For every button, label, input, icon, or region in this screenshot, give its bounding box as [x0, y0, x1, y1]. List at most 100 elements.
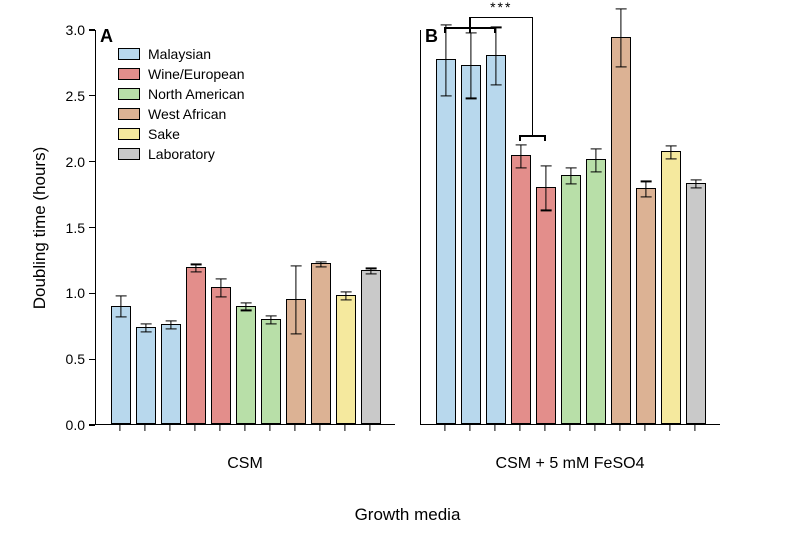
error-cap [291, 334, 302, 335]
bar [161, 324, 181, 424]
x-tick [169, 425, 170, 431]
error-cap [141, 331, 152, 332]
error-cap [541, 210, 552, 211]
bar [611, 37, 631, 424]
error-cap [341, 299, 352, 300]
error-cap [216, 297, 227, 298]
error-bar [570, 168, 571, 184]
bar [186, 267, 206, 424]
y-tick-label: 3.0 [66, 22, 85, 38]
error-cap [666, 145, 677, 146]
legend-label: North American [148, 86, 244, 102]
bar [136, 327, 156, 424]
bar [586, 159, 606, 424]
x-tick [319, 425, 320, 431]
legend-label: West African [148, 106, 226, 122]
error-cap [566, 183, 577, 184]
bar [636, 188, 656, 424]
x-tick [469, 425, 470, 431]
error-bar [645, 181, 646, 197]
error-cap [166, 320, 177, 321]
error-cap [366, 273, 377, 274]
bar [511, 155, 531, 424]
y-tick [89, 227, 95, 228]
error-cap [641, 197, 652, 198]
bar [436, 59, 456, 424]
legend-item: Laboratory [118, 144, 245, 164]
error-cap [241, 302, 252, 303]
error-cap [616, 66, 627, 67]
y-axis-label: Doubling time (hours) [30, 146, 50, 309]
error-cap [291, 265, 302, 266]
legend-item: North American [118, 84, 245, 104]
figure-root: A B Doubling time (hours) Growth media C… [0, 0, 797, 555]
x-tick [519, 425, 520, 431]
error-cap [466, 98, 477, 99]
sig-bracket [519, 135, 520, 141]
x-tick [194, 425, 195, 431]
x-tick [694, 425, 695, 431]
legend-swatch [118, 108, 140, 120]
y-tick-label: 2.0 [66, 154, 85, 170]
x-tick [344, 425, 345, 431]
error-cap [516, 168, 527, 169]
sig-bracket [532, 17, 533, 136]
bar [461, 65, 481, 424]
panel-b-x-label: CSM + 5 mM FeSO4 [496, 455, 645, 473]
bar [311, 263, 331, 424]
error-cap [441, 24, 452, 25]
x-tick [369, 425, 370, 431]
legend-label: Laboratory [148, 146, 215, 162]
y-tick [89, 359, 95, 360]
error-cap [366, 268, 377, 269]
error-cap [691, 187, 702, 188]
panel-a-x-label: CSM [227, 455, 263, 473]
sig-bracket [520, 135, 545, 136]
legend-item: Sake [118, 124, 245, 144]
x-tick [544, 425, 545, 431]
error-cap [191, 264, 202, 265]
error-cap [316, 266, 327, 267]
error-bar [470, 33, 471, 99]
legend-label: Sake [148, 126, 180, 142]
bar [486, 55, 506, 424]
y-tick [89, 161, 95, 162]
bar [361, 270, 381, 424]
error-cap [166, 328, 177, 329]
x-tick [594, 425, 595, 431]
bar [111, 306, 131, 425]
error-cap [241, 310, 252, 311]
error-bar [620, 9, 621, 67]
legend-item: Malaysian [118, 44, 245, 64]
error-bar [595, 149, 596, 173]
error-cap [516, 144, 527, 145]
x-tick [619, 425, 620, 431]
x-tick [569, 425, 570, 431]
legend-swatch [118, 68, 140, 80]
legend-swatch [118, 128, 140, 140]
x-tick [644, 425, 645, 431]
bar [686, 183, 706, 424]
error-bar [120, 296, 121, 317]
sig-bracket [470, 17, 533, 18]
legend-label: Wine/European [148, 66, 245, 82]
error-cap [616, 8, 627, 9]
error-bar [445, 25, 446, 96]
error-cap [216, 278, 227, 279]
error-cap [441, 95, 452, 96]
sig-stars: *** [490, 0, 512, 15]
y-tick-label: 2.5 [66, 88, 85, 104]
y-tick [89, 293, 95, 294]
x-tick [219, 425, 220, 431]
sig-bracket [494, 27, 495, 33]
legend-swatch [118, 88, 140, 100]
y-tick [89, 95, 95, 96]
legend: Malaysian Wine/European North American West… [118, 44, 245, 164]
error-cap [666, 158, 677, 159]
legend-swatch [118, 48, 140, 60]
x-tick [144, 425, 145, 431]
x-tick [444, 425, 445, 431]
error-cap [341, 291, 352, 292]
error-cap [591, 172, 602, 173]
panel-b-plot-area [420, 30, 720, 425]
